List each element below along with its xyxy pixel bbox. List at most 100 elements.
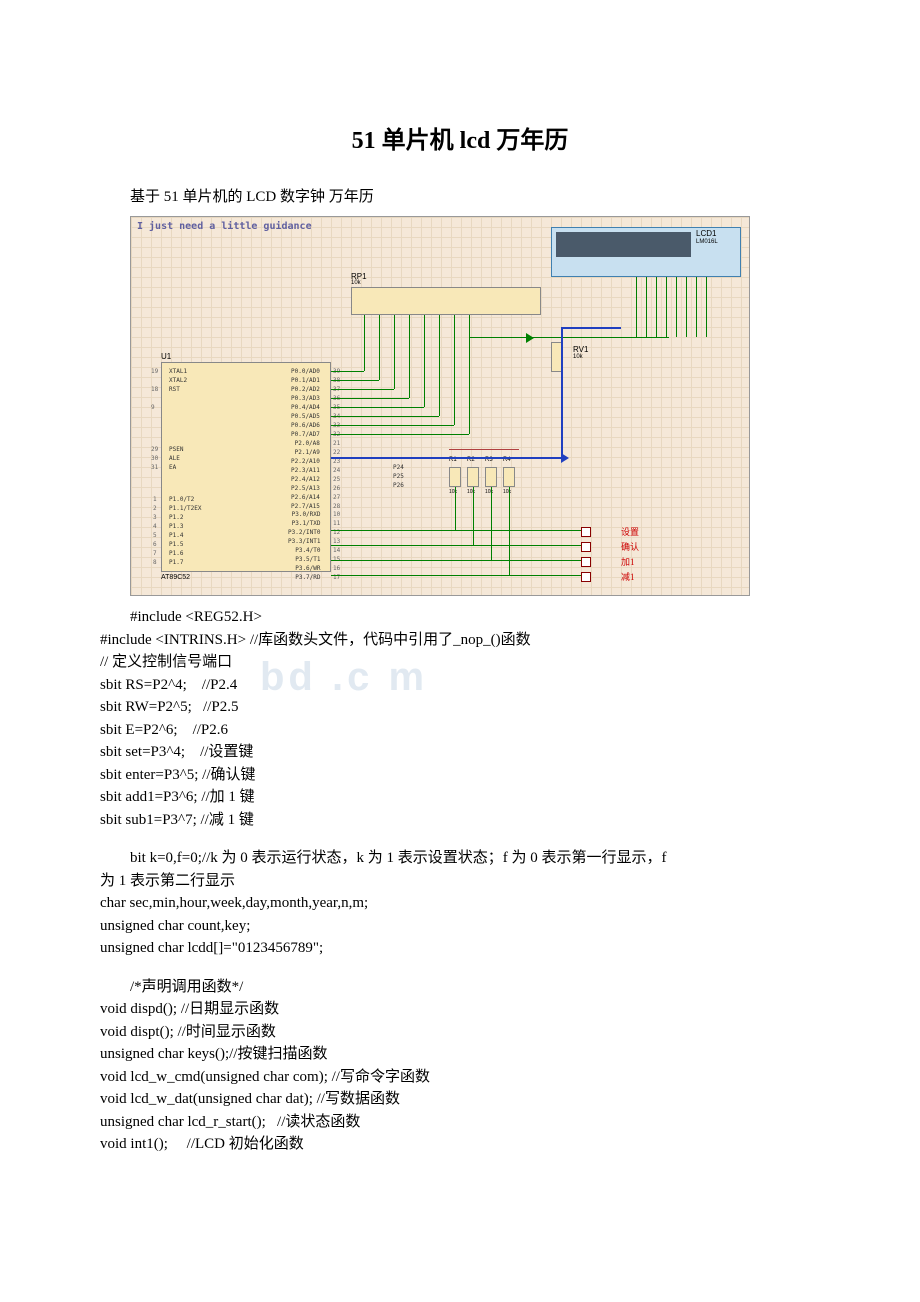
bus [561,327,621,329]
code-line: sbit sub1=P3^7; //减 1 键 [100,809,820,832]
code-line: sbit RS=P2^4; //P2.4 [100,674,820,697]
wire [331,416,439,417]
code-line: void dispt(); //时间显示函数 [100,1021,820,1044]
btn-enter [581,542,591,552]
code-line: void int1(); //LCD 初始化函数 [100,1133,820,1156]
rv1-label: RV1 [573,345,588,354]
wire [331,575,581,576]
wire [364,315,365,371]
code-line: void lcd_w_dat(unsigned char dat); //写数据… [100,1088,820,1111]
wire [676,277,677,337]
rv1-val: 10k [573,354,583,360]
r3 [485,467,497,487]
btn-add-label: 加1 [621,555,635,568]
wire [454,315,455,425]
pins-xtal: XTAL1 XTAL2 RST [169,367,187,394]
circuit-schematic: I just need a little guidance LCD1 LM016… [130,216,750,596]
wire [491,487,492,560]
page-title: 51 单片机 lcd 万年历 [100,120,820,155]
pin-nums-r2: 21 22 23 24 25 26 27 28 [333,439,340,511]
wire [331,380,379,381]
u1-label: U1 [161,352,171,361]
wire [455,487,456,530]
wire [656,277,657,337]
bus [561,327,563,457]
wire [439,315,440,416]
bus [331,457,561,459]
code-line: sbit enter=P3^5; //确认键 [100,764,820,787]
btn-sub-label: 减1 [621,570,635,583]
code-line: sbit E=P2^6; //P2.6 [100,719,820,742]
wire [331,530,581,531]
lcd-label: LCD1 [696,229,716,238]
lcd-model: LM016L [696,239,718,245]
pins-p2: P2.0/A8 P2.1/A9 P2.2/A10 P2.3/A11 P2.4/A… [291,439,320,511]
wire [331,425,454,426]
wire [706,277,707,337]
wire [331,389,394,390]
r1 [449,467,461,487]
code-line: #include <INTRINS.H> //库函数头文件，代码中引用了_nop… [100,629,820,652]
code-line: sbit add1=P3^6; //加 1 键 [100,786,820,809]
pins-p0: P0.0/AD0 P0.1/AD1 P0.2/AD2 P0.3/AD3 P0.4… [291,367,320,439]
wire [394,315,395,389]
bus-labels: P24 P25 P26 [393,463,404,490]
wire [696,277,697,337]
wire [473,487,474,545]
pins-p1: P1.0/T2 P1.1/T2EX P1.2 P1.3 P1.4 P1.5 P1… [169,495,202,567]
pin-nums-r1: 39 38 37 36 35 34 33 32 [333,367,340,439]
wire [636,277,637,337]
wire [666,277,667,337]
wire [509,487,510,575]
btn-set-label: 设置 [621,525,639,538]
code-line: char sec,min,hour,week,day,month,year,n,… [100,892,820,915]
wire [331,398,409,399]
wire [379,315,380,380]
code-line: 为 1 表示第二行显示 [100,870,820,893]
code-line: #include <REG52.H> [130,606,820,629]
code-line: unsigned char keys();//按键扫描函数 [100,1043,820,1066]
code-line: void lcd_w_cmd(unsigned char com); //写命令… [100,1066,820,1089]
rp1-component [351,287,541,315]
wire [424,315,425,407]
lcd-screen [556,232,691,257]
arrow-icon [526,333,534,343]
btn-set [581,527,591,537]
wire [469,337,669,338]
subtitle: 基于 51 单片机的 LCD 数字钟 万年历 [130,185,820,206]
code-line: bit k=0,f=0;//k 为 0 表示运行状态，k 为 1 表示设置状态；… [130,847,820,870]
wire [331,560,581,561]
pin-nums-lb: 1 2 3 4 5 6 7 8 [153,495,157,567]
code-line: sbit set=P3^4; //设置键 [100,741,820,764]
code-line: unsigned char lcdd[]="0123456789"; [100,937,820,960]
wire [331,545,581,546]
wire [331,371,364,372]
pin-nums-r3: 10 11 12 13 14 15 16 17 [333,510,340,582]
pin-nums-lm: 29 30 31 [151,445,158,472]
schematic-tagline: I just need a little guidance [137,221,312,232]
btn-enter-label: 确认 [621,540,639,553]
code-line: void dispd(); //日期显示函数 [100,998,820,1021]
pins-p3: P3.0/RXD P3.1/TXD P3.2/INT0 P3.3/INT1 P3… [288,510,321,582]
btn-add [581,557,591,567]
chip-model: AT89C52 [161,574,190,581]
r4 [503,467,515,487]
wire [409,315,410,398]
code-line: /*声明调用函数*/ [130,976,820,999]
wire [331,434,469,435]
wire [469,315,470,434]
btn-sub [581,572,591,582]
wire [646,277,647,337]
pin-nums-lt: 19 18 9 [151,367,158,412]
rp1-val: 10k [351,280,361,286]
code-line: unsigned char count,key; [100,915,820,938]
r2 [467,467,479,487]
wire [331,407,424,408]
code-line: unsigned char lcd_r_start(); //读状态函数 [100,1111,820,1134]
code-line: // 定义控制信号端口 [100,651,820,674]
wire [686,277,687,337]
arrow-icon [561,453,569,463]
code-line: sbit RW=P2^5; //P2.5 [100,696,820,719]
pins-psen: PSEN ALE EA [169,445,183,472]
wire-vcc [449,449,519,450]
